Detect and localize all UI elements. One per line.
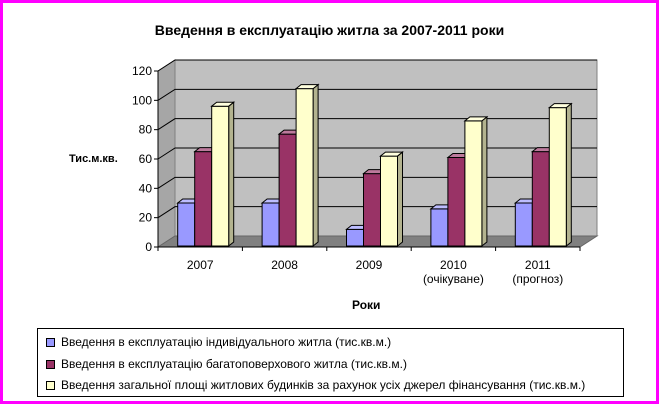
bar-side — [312, 83, 319, 248]
y-tick-label: 120 — [132, 64, 152, 78]
y-tick-label: 20 — [139, 211, 153, 225]
bar — [447, 157, 466, 247]
x-tick-label: 2008 — [271, 258, 298, 272]
y-tick-label: 60 — [139, 152, 153, 166]
bar — [295, 88, 314, 247]
bar — [211, 105, 230, 247]
y-tick-label: 40 — [139, 181, 153, 195]
legend: Введення в експлуатацію індивідуального … — [37, 328, 624, 397]
bar — [514, 202, 533, 247]
gridline — [157, 59, 597, 72]
legend-label: Введення в експлуатацію багатоповерховог… — [61, 357, 407, 371]
bar — [261, 202, 280, 247]
x-tick-label: 2011 — [525, 258, 551, 272]
bar-side — [565, 102, 572, 248]
bar-side — [397, 151, 403, 248]
y-tick-label: 100 — [132, 93, 152, 107]
x-tick-label: 2009 — [356, 258, 383, 272]
bar — [194, 151, 213, 247]
bar — [464, 120, 483, 247]
legend-item: Введення в експлуатацію індивідуального … — [46, 334, 391, 350]
bar-side — [228, 101, 235, 248]
legend-swatch — [46, 380, 55, 390]
legend-item: Введення загальної площі житлових будинк… — [46, 377, 585, 393]
x-tick-label: (очікуване) — [423, 272, 484, 286]
y-tick-label: 0 — [145, 240, 152, 254]
gridline — [157, 118, 597, 131]
x-tick-label: 2010 — [440, 258, 467, 272]
legend-label: Введення в експлуатацію індивідуального … — [61, 335, 392, 349]
legend-swatch — [46, 359, 55, 369]
bar-top — [210, 101, 236, 107]
x-tick-label: 2007 — [187, 258, 214, 272]
bar — [548, 107, 567, 247]
bar-top — [547, 103, 573, 109]
legend-swatch — [46, 337, 55, 347]
bar — [363, 173, 381, 247]
bar — [430, 208, 449, 247]
bar — [346, 228, 364, 247]
bar — [177, 202, 196, 247]
legend-item: Введення в експлуатацію багатоповерховог… — [46, 356, 407, 372]
x-tick-label: (прогноз) — [512, 272, 563, 286]
bar-top — [379, 151, 404, 157]
y-axis-label: Тис.м.кв. — [69, 153, 118, 165]
bar-top — [294, 84, 320, 90]
bar-side — [481, 115, 488, 248]
gridline — [157, 88, 597, 101]
bar — [380, 155, 398, 247]
gridline — [157, 147, 597, 160]
y-tick-label: 80 — [139, 123, 153, 137]
chart-title: Введення в експлуатацію житла за 2007-20… — [154, 22, 505, 38]
bar — [531, 151, 550, 247]
x-axis-label: Роки — [352, 298, 381, 312]
bar-top — [463, 116, 489, 122]
legend-label: Введення загальної площі житлових будинк… — [61, 378, 586, 392]
bar — [278, 133, 297, 247]
plot-area: 0 20 40 60 80 100 120 2007 2008 2009 2010(очікуван… — [132, 59, 599, 286]
